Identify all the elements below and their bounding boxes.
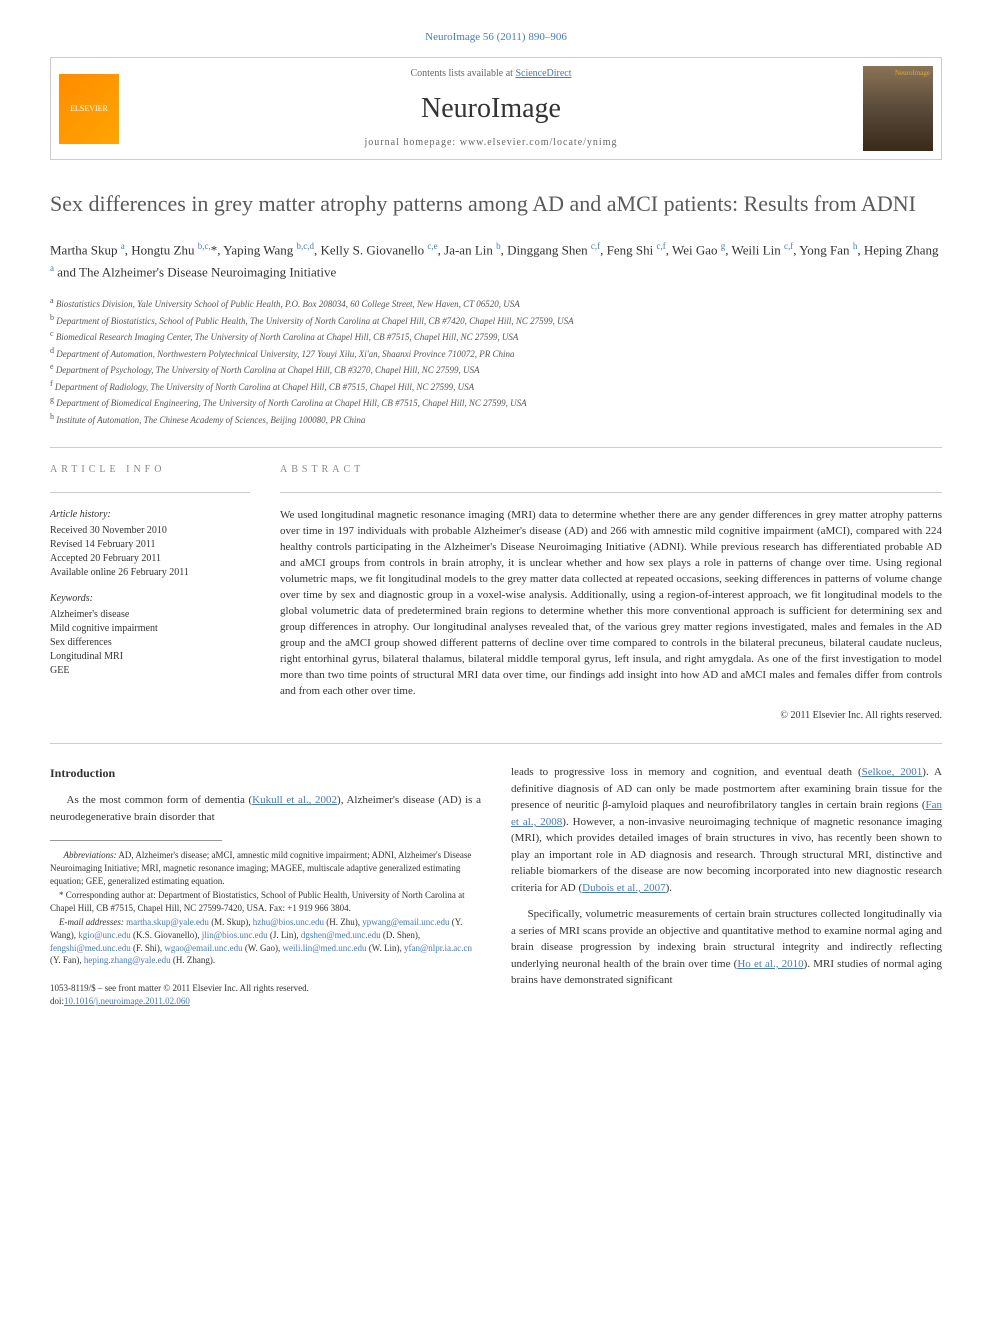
journal-name: NeuroImage (134, 89, 848, 128)
email-link[interactable]: weili.lin@med.unc.edu (283, 943, 367, 953)
journal-cover-icon: NeuroImage (863, 66, 933, 151)
email-link[interactable]: yfan@nlpr.ia.ac.cn (404, 943, 472, 953)
author-list: Martha Skup a, Hongtu Zhu b,c,*, Yaping … (50, 239, 942, 283)
history-line: Revised 14 February 2011 (50, 538, 250, 552)
affiliation-line: h Institute of Automation, The Chinese A… (50, 411, 942, 428)
keyword-line: Longitudinal MRI (50, 650, 250, 664)
journal-header: ELSEVIER Contents lists available at Sci… (50, 57, 942, 160)
email-link[interactable]: jlin@bios.unc.edu (202, 930, 268, 940)
intro-para-1a: As the most common form of dementia (Kuk… (50, 792, 481, 825)
abstract-copyright: © 2011 Elsevier Inc. All rights reserved… (280, 709, 942, 723)
affiliation-line: g Department of Biomedical Engineering, … (50, 394, 942, 411)
affiliation-line: b Department of Biostatistics, School of… (50, 312, 942, 329)
intro-para-1b: leads to progressive loss in memory and … (511, 764, 942, 896)
article-title: Sex differences in grey matter atrophy p… (50, 190, 942, 219)
article-info-block: ARTICLE INFO Article history: Received 3… (50, 463, 250, 723)
issn-line: 1053-8119/$ – see front matter © 2011 El… (50, 982, 481, 996)
body-col-left: Introduction As the most common form of … (50, 764, 481, 1008)
abstract-heading: ABSTRACT (280, 463, 942, 477)
elsevier-logo-icon: ELSEVIER (59, 74, 119, 144)
history-line: Accepted 20 February 2011 (50, 552, 250, 566)
citation-link[interactable]: Selkoe, 2001 (862, 766, 923, 778)
keyword-line: Alzheimer's disease (50, 608, 250, 622)
affiliation-line: d Department of Automation, Northwestern… (50, 345, 942, 362)
keywords-block: Keywords: Alzheimer's diseaseMild cognit… (50, 592, 250, 678)
citation-link[interactable]: Kukull et al., 2002 (252, 794, 337, 806)
footnote-emails: E-mail addresses: martha.skup@yale.edu (… (50, 916, 481, 966)
sciencedirect-link[interactable]: ScienceDirect (515, 68, 571, 79)
email-link[interactable]: dgshen@med.unc.edu (301, 930, 381, 940)
email-link[interactable]: wgao@email.unc.edu (164, 943, 242, 953)
divider (50, 492, 250, 493)
header-center: Contents lists available at ScienceDirec… (134, 67, 848, 150)
abstract-text: We used longitudinal magnetic resonance … (280, 508, 942, 699)
email-link[interactable]: martha.skup@yale.edu (126, 917, 209, 927)
doi-link[interactable]: 10.1016/j.neuroimage.2011.02.060 (64, 996, 190, 1006)
keywords-label: Keywords: (50, 592, 250, 606)
introduction-heading: Introduction (50, 764, 481, 782)
body-columns: Introduction As the most common form of … (50, 764, 942, 1008)
doi-line: doi:10.1016/j.neuroimage.2011.02.060 (50, 995, 481, 1009)
divider (280, 492, 942, 493)
info-abstract-row: ARTICLE INFO Article history: Received 3… (50, 463, 942, 723)
history-label: Article history: (50, 508, 250, 522)
body-col-right: leads to progressive loss in memory and … (511, 764, 942, 1008)
email-link[interactable]: hzhu@bios.unc.edu (253, 917, 324, 927)
citation-link[interactable]: Ho et al., 2010 (737, 958, 803, 970)
footnote-abbrev: Abbreviations: AD, Alzheimer's disease; … (50, 849, 481, 887)
footnotes: Abbreviations: AD, Alzheimer's disease; … (50, 849, 481, 966)
footnote-corresp: * Corresponding author at: Department of… (50, 889, 481, 914)
email-link[interactable]: heping.zhang@yale.edu (84, 955, 171, 965)
keyword-line: GEE (50, 664, 250, 678)
keyword-line: Sex differences (50, 636, 250, 650)
email-link[interactable]: ypwang@email.unc.edu (362, 917, 449, 927)
affiliation-line: a Biostatistics Division, Yale Universit… (50, 295, 942, 312)
article-history: Article history: Received 30 November 20… (50, 508, 250, 580)
contents-available-line: Contents lists available at ScienceDirec… (134, 67, 848, 81)
affiliation-line: c Biomedical Research Imaging Center, Th… (50, 328, 942, 345)
article-info-heading: ARTICLE INFO (50, 463, 250, 477)
keyword-line: Mild cognitive impairment (50, 622, 250, 636)
footer-meta: 1053-8119/$ – see front matter © 2011 El… (50, 982, 481, 1009)
affiliation-line: f Department of Radiology, The Universit… (50, 378, 942, 395)
affiliations-list: a Biostatistics Division, Yale Universit… (50, 295, 942, 427)
email-link[interactable]: kgio@unc.edu (78, 930, 131, 940)
citation-line: NeuroImage 56 (2011) 890–906 (50, 30, 942, 45)
journal-homepage: journal homepage: www.elsevier.com/locat… (134, 136, 848, 150)
footnote-separator (50, 840, 222, 841)
history-line: Available online 26 February 2011 (50, 566, 250, 580)
divider (50, 743, 942, 744)
divider (50, 447, 942, 448)
affiliation-line: e Department of Psychology, The Universi… (50, 361, 942, 378)
intro-para-2: Specifically, volumetric measurements of… (511, 906, 942, 989)
email-link[interactable]: fengshi@med.unc.edu (50, 943, 131, 953)
abstract-block: ABSTRACT We used longitudinal magnetic r… (280, 463, 942, 723)
history-line: Received 30 November 2010 (50, 524, 250, 538)
citation-link[interactable]: Dubois et al., 2007 (582, 882, 665, 894)
